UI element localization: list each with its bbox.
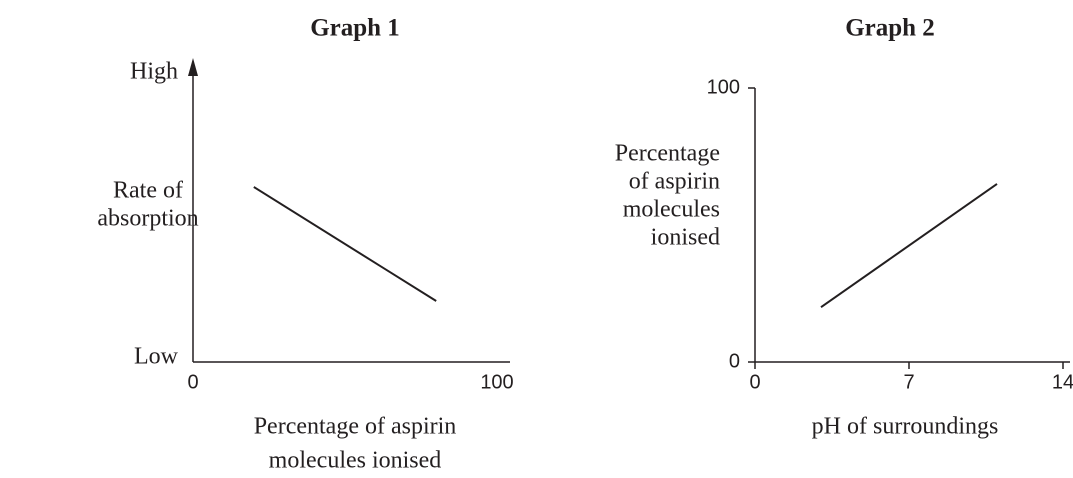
y-tick-label: 100 xyxy=(707,76,740,98)
y-tick-label: High xyxy=(130,59,178,85)
data-line xyxy=(820,183,998,309)
x-tick-label: 100 xyxy=(480,371,513,393)
data-line xyxy=(253,186,437,302)
y-axis-label: Rate of xyxy=(113,178,183,204)
x-axis-label: molecules ionised xyxy=(269,448,442,474)
y-axis-label: absorption xyxy=(97,206,198,232)
chart-title: Graph 1 xyxy=(310,15,400,42)
y-axis-label: Percentage xyxy=(615,141,720,167)
chart-title: Graph 2 xyxy=(845,15,935,42)
y-axis-label: of aspirin xyxy=(629,169,720,195)
y-axis-label: ionised xyxy=(651,225,720,251)
y-tick-label: 0 xyxy=(729,350,740,372)
x-tick-label: 0 xyxy=(749,371,760,393)
x-axis-label: pH of surroundings xyxy=(812,414,999,440)
x-axis-label: Percentage of aspirin xyxy=(254,414,457,440)
x-tick-label: 14 xyxy=(1052,371,1073,393)
y-axis-label: molecules xyxy=(623,197,720,223)
y-tick-label: Low xyxy=(134,344,179,370)
axis-arrow xyxy=(188,58,198,76)
x-tick-label: 0 xyxy=(187,371,198,393)
x-tick-label: 7 xyxy=(903,371,914,393)
